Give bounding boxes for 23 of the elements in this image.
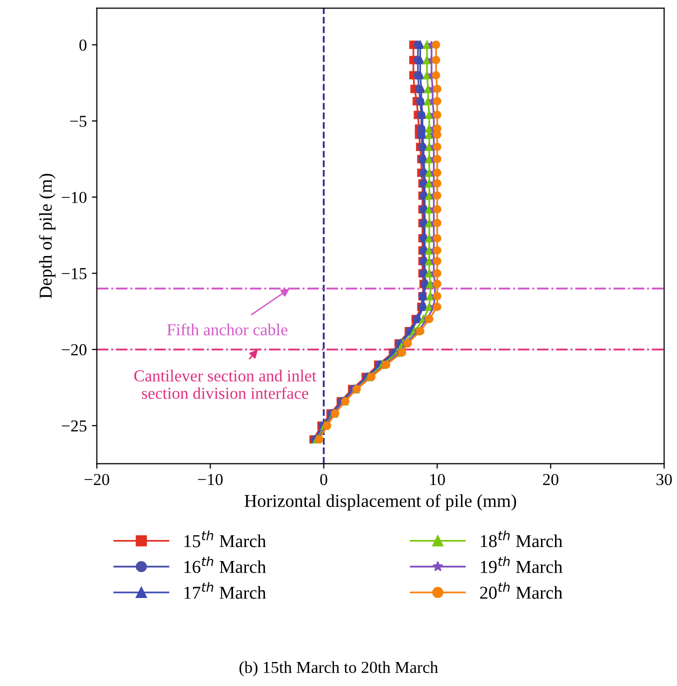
x-tick-label: 0 [320,474,328,486]
y-tick-label: −5 [70,116,86,127]
legend-label: 17$^{th}$ March [184,582,266,599]
annotation: Cantilever section and inlet section division interface [134,370,316,399]
x-axis-title: Horizontal displacement of pile (mm) [244,494,516,511]
y-tick-label: −10 [62,192,86,204]
y-tick-label: 0 [79,39,86,51]
x-tick-label: −20 [84,474,110,486]
x-tick-label: 10 [430,474,445,486]
annotation: Fifth anchor cable [167,323,288,336]
y-tick-label: −25 [62,420,86,432]
y-axis-title: Depth of pile (m) [38,174,56,298]
x-tick-label: −10 [198,474,223,486]
legend-label: 18$^{th}$ March [480,530,562,548]
legend-label: 15$^{th}$ March [184,530,266,548]
legend-label: 16$^{th}$ March [184,556,266,574]
y-tick-label: −20 [62,344,86,356]
legend-label: 20$^{th}$ March [480,582,562,599]
legend-label: 19$^{th}$ March [480,556,562,574]
text: (b) 15th March to 20th March [239,661,438,676]
x-tick-label: 30 [656,474,672,486]
x-tick-label: 20 [543,474,558,486]
y-tick-label: −15 [62,268,86,280]
